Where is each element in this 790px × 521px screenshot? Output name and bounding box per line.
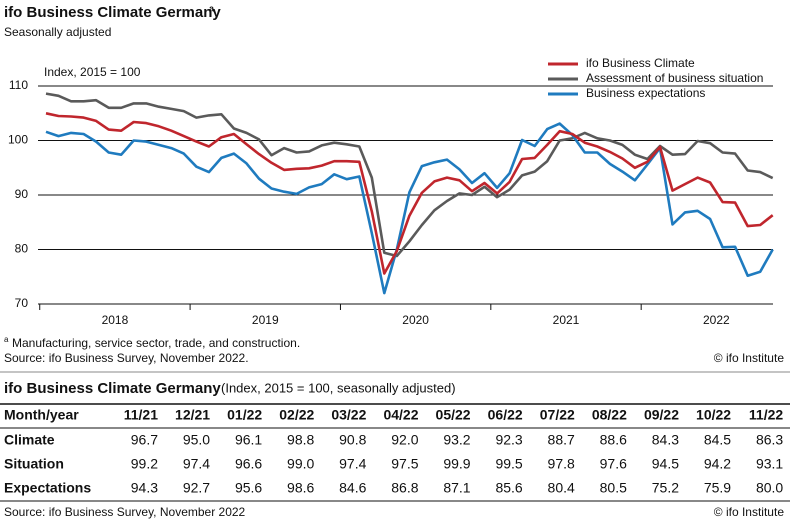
table-cell: 97.5: [391, 456, 418, 472]
table-header: 10/22: [696, 407, 731, 423]
table-cell: 97.4: [183, 456, 210, 472]
y-axis-label: Index, 2015 = 100: [44, 65, 141, 79]
x-tick-label: 2018: [102, 313, 129, 327]
table-cell: 92.0: [391, 432, 418, 448]
table-cell: 96.1: [235, 432, 262, 448]
table-cell: 75.2: [652, 480, 679, 496]
y-tick-label: 90: [15, 187, 29, 201]
table-cell: 84.3: [652, 432, 679, 448]
legend-label: Business expectations: [586, 86, 705, 100]
table-cell: 80.5: [600, 480, 627, 496]
table-cell: 97.4: [339, 456, 366, 472]
table-cell: 94.2: [704, 456, 731, 472]
table-cell: 86.8: [391, 480, 418, 496]
table-cell: 94.5: [652, 456, 679, 472]
table-header: 04/22: [383, 407, 418, 423]
table-cell: 95.0: [183, 432, 210, 448]
table-cell: 90.8: [339, 432, 366, 448]
y-tick-label: 110: [9, 78, 28, 92]
table-header: 12/21: [175, 407, 210, 423]
table-cell: 98.6: [287, 480, 314, 496]
x-tick-label: 2019: [252, 313, 279, 327]
source: Source: ifo Business Survey, November 20…: [4, 351, 249, 365]
table-title: ifo Business Climate Germany: [4, 380, 221, 397]
table-cell: 75.9: [704, 480, 731, 496]
table-header: 03/22: [331, 407, 366, 423]
table-cell: 85.6: [495, 480, 522, 496]
chart-subtitle: Seasonally adjusted: [4, 25, 111, 39]
table-header: 11/22: [749, 407, 783, 423]
table-cell: 84.6: [339, 480, 366, 496]
table-cell: 97.8: [548, 456, 575, 472]
legend-label: ifo Business Climate: [586, 56, 695, 70]
table-cell: 92.7: [183, 480, 210, 496]
table-copyright: © ifo Institute: [714, 505, 785, 519]
table-cell: 99.9: [443, 456, 470, 472]
series-line: [45, 122, 774, 295]
table-cell: 87.1: [443, 480, 470, 496]
table-cell: 88.6: [600, 432, 627, 448]
table-cell: 99.2: [131, 456, 158, 472]
table-cell: 99.0: [287, 456, 314, 472]
table-header: Month/year: [4, 407, 79, 423]
table-cell: 93.2: [443, 432, 470, 448]
y-tick-label: 100: [8, 133, 28, 147]
x-tick-label: 2021: [553, 313, 580, 327]
series-line: [45, 112, 774, 275]
footnote-marker: a: [4, 335, 9, 344]
table-source: Source: ifo Business Survey, November 20…: [4, 505, 246, 519]
table-cell: 96.6: [235, 456, 262, 472]
table-cell: 80.0: [756, 480, 783, 496]
table-cell: 93.1: [756, 456, 783, 472]
title-superscript: a: [209, 3, 215, 13]
table-cell: 95.6: [235, 480, 262, 496]
row-label: Climate: [4, 432, 55, 448]
x-tick-label: 2020: [402, 313, 429, 327]
copyright: © ifo Institute: [714, 351, 785, 365]
row-label: Situation: [4, 456, 64, 472]
table-cell: 88.7: [548, 432, 575, 448]
y-tick-label: 80: [15, 242, 29, 256]
row-label: Expectations: [4, 480, 91, 496]
table-cell: 86.3: [756, 432, 783, 448]
footnote: Manufacturing, service sector, trade, an…: [12, 336, 300, 350]
table-header: 01/22: [227, 407, 262, 423]
table-cell: 94.3: [131, 480, 158, 496]
table-subtitle: (Index, 2015 = 100, seasonally adjusted): [221, 380, 456, 395]
table-header: 08/22: [592, 407, 627, 423]
table-header: 11/21: [124, 407, 158, 423]
table-cell: 96.7: [131, 432, 158, 448]
chart-title: ifo Business Climate Germany: [4, 4, 221, 21]
table-header: 05/22: [436, 407, 471, 423]
table-cell: 84.5: [704, 432, 731, 448]
table-cell: 97.6: [600, 456, 627, 472]
table-cell: 92.3: [495, 432, 522, 448]
table-header: 07/22: [540, 407, 575, 423]
x-tick-label: 2022: [703, 313, 730, 327]
table-cell: 99.5: [495, 456, 522, 472]
table-cell: 80.4: [548, 480, 575, 496]
y-tick-label: 70: [15, 296, 29, 310]
table-header: 06/22: [488, 407, 523, 423]
table-header: 09/22: [644, 407, 679, 423]
table-cell: 98.8: [287, 432, 314, 448]
table-header: 02/22: [279, 407, 314, 423]
legend-label: Assessment of business situation: [586, 71, 763, 85]
series-line: [45, 92, 774, 258]
